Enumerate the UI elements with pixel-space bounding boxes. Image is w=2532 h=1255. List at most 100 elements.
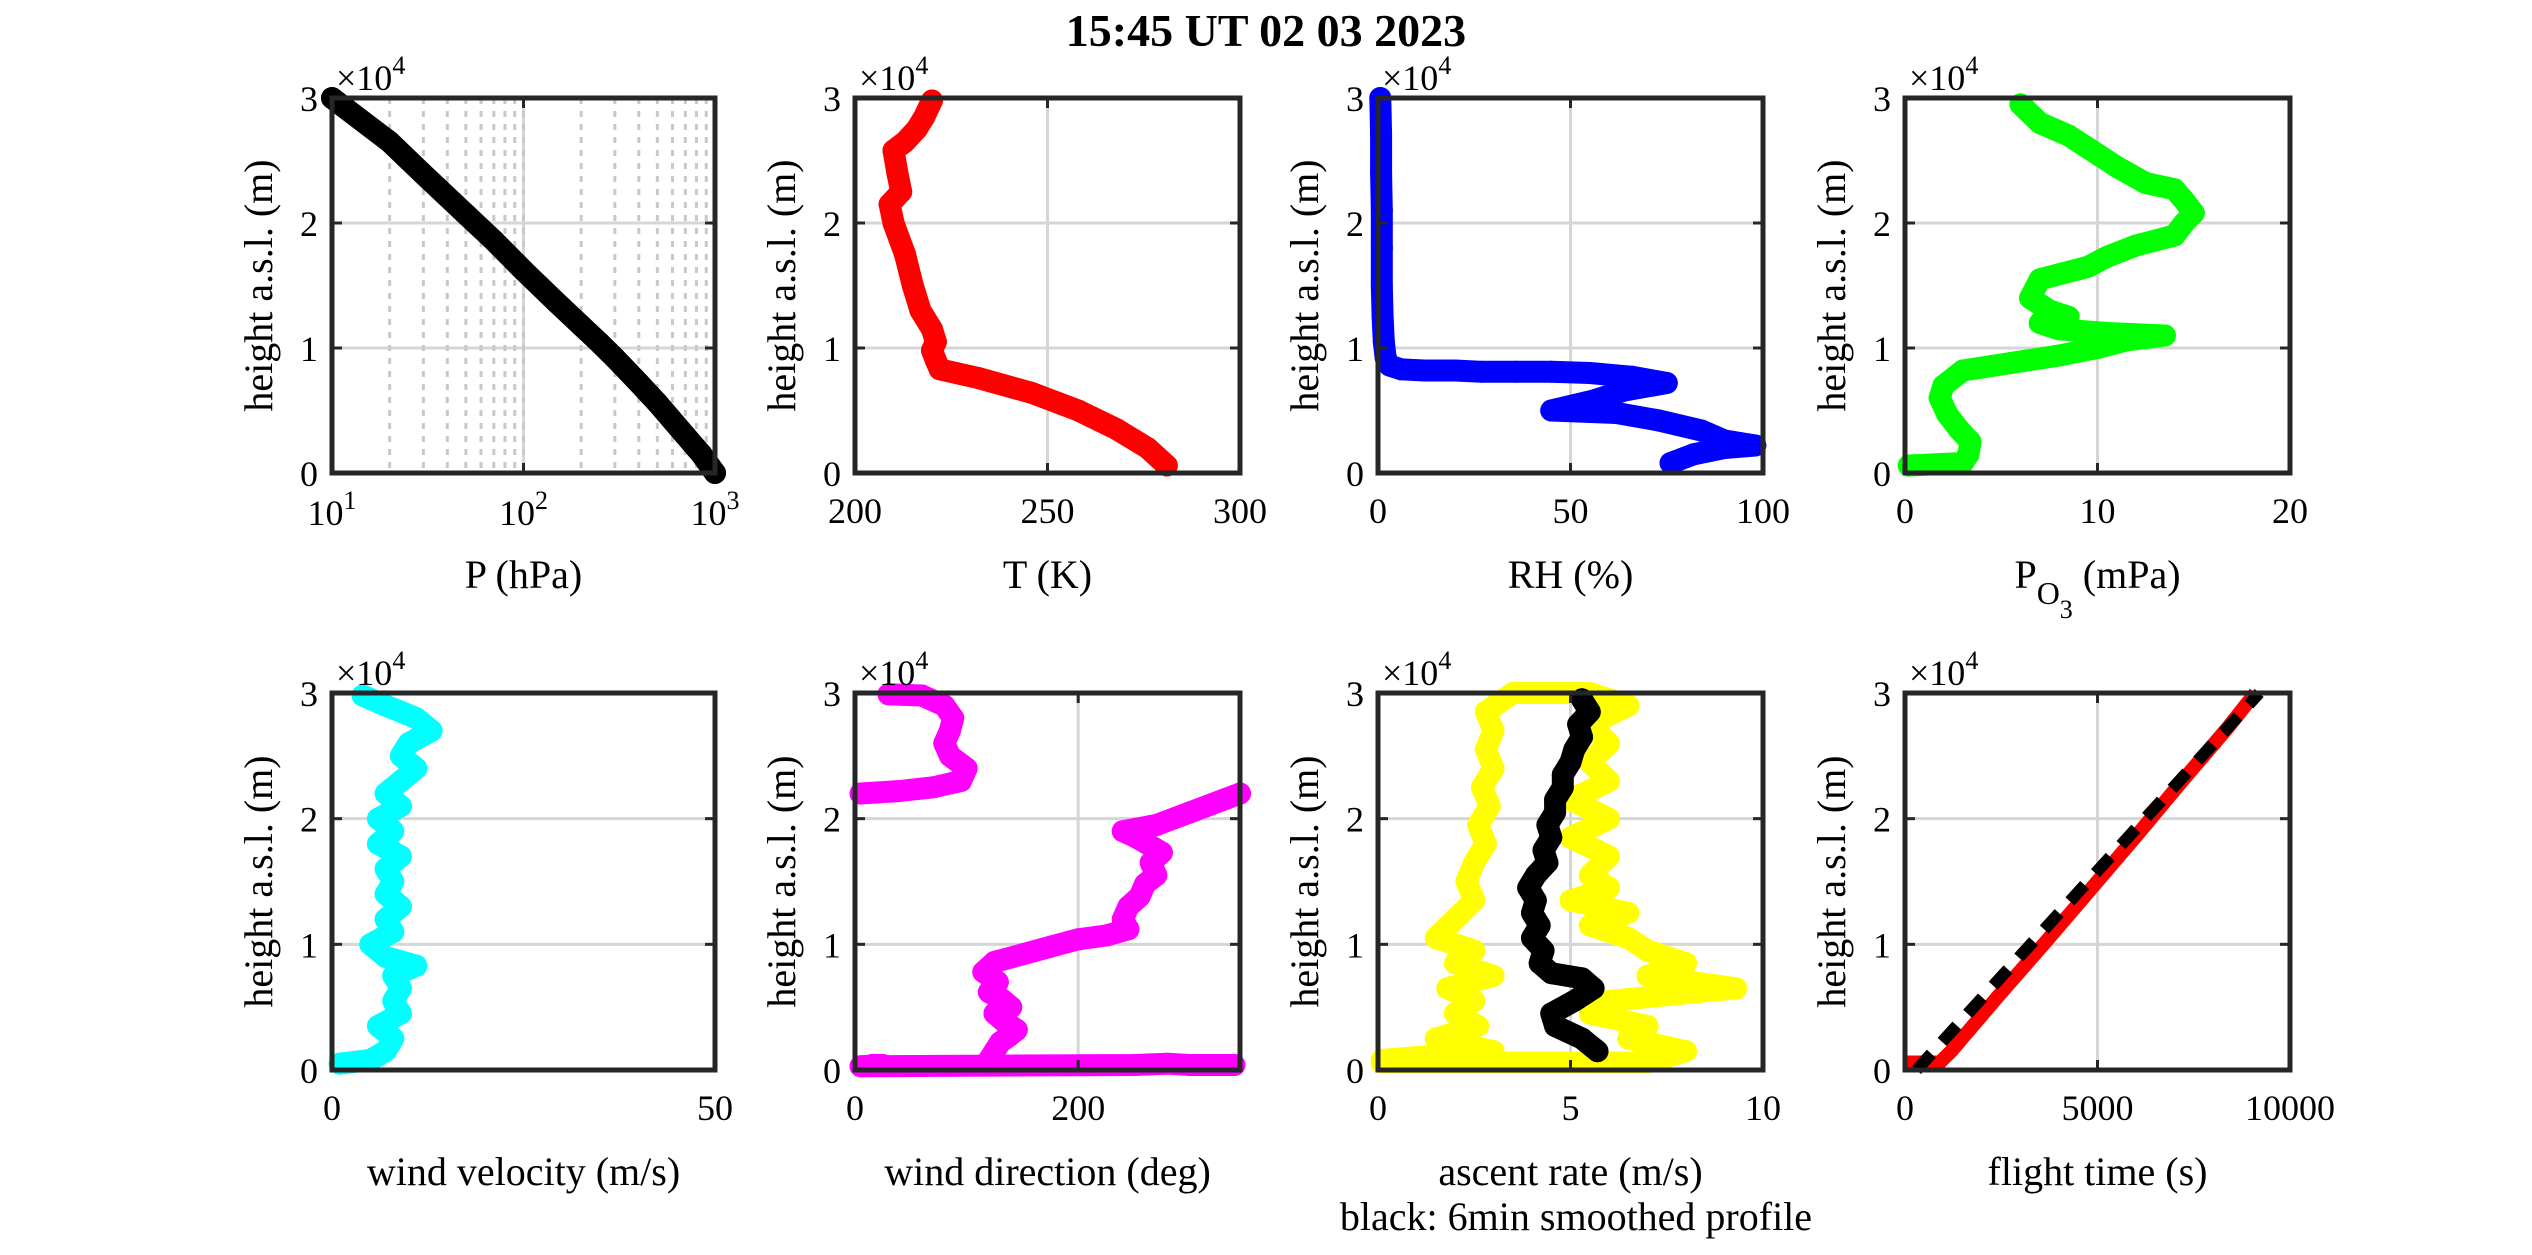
data-point: [2105, 155, 2128, 178]
x-axis-label: P (hPa): [465, 552, 582, 597]
data-point: [967, 367, 990, 389]
ytick-label: 0: [823, 1051, 841, 1091]
data-point: [2153, 324, 2176, 347]
data-point: [1178, 801, 1201, 824]
data-point: [1578, 1002, 1601, 1025]
x-axis-label: wind velocity (m/s): [367, 1149, 680, 1194]
xtick-label: 100: [1736, 491, 1790, 531]
xtick-label: 20: [2272, 491, 2308, 531]
data-point: [570, 314, 593, 337]
ytick-label: 0: [1346, 1051, 1364, 1091]
y-exponent-label: ×104: [859, 646, 928, 693]
data-point: [1932, 374, 1955, 397]
data-point: [1470, 360, 1493, 383]
data-point: [1039, 935, 1062, 958]
data-point: [1598, 876, 1620, 899]
data-point: [1011, 943, 1034, 966]
xtick-label: 5000: [2062, 1088, 2134, 1128]
data-point: [882, 212, 905, 234]
ytick-label: 1: [1873, 925, 1891, 965]
ytick-label: 1: [1873, 329, 1891, 369]
x-axis-label: RH (%): [1508, 552, 1634, 597]
data-point: [1474, 700, 1497, 723]
data-point: [1444, 952, 1466, 975]
data-point: [351, 684, 374, 707]
data-point: [886, 162, 909, 184]
data-point: [1482, 757, 1505, 780]
data-point: [1540, 399, 1563, 422]
data-point: [1370, 199, 1393, 222]
data-point: [2163, 178, 2186, 201]
data-point: [1617, 1027, 1640, 1050]
data-point: [1067, 928, 1090, 951]
data-point: [397, 732, 420, 755]
data-point: [374, 782, 397, 805]
data-point: [389, 895, 412, 918]
data-point: [933, 694, 956, 717]
data-point: [420, 719, 443, 742]
data-point: [389, 795, 412, 818]
data-point: [1122, 1053, 1145, 1076]
data-point: [366, 1015, 389, 1038]
x-axis-label: ascent rate (m/s): [1438, 1149, 1702, 1194]
data-point: [1563, 989, 1586, 1012]
data-point: [2048, 344, 2070, 367]
data-point: [2125, 234, 2147, 257]
axes-box: [329, 690, 718, 1073]
data-point: [2076, 255, 2099, 278]
data-point: [1444, 1002, 1466, 1025]
data-point: [1636, 964, 1659, 987]
ytick-label: 3: [1346, 674, 1364, 714]
data-point: [627, 372, 650, 394]
data-point: [2019, 287, 2042, 309]
y-axis-label: height a.s.l. (m): [759, 159, 804, 411]
data-point: [2028, 112, 2051, 134]
ytick-label: 0: [300, 1051, 318, 1091]
data-point: [901, 274, 924, 297]
x-axis-label: wind direction (deg): [884, 1149, 1211, 1194]
data-point: [1605, 402, 1628, 424]
data-point: [871, 1053, 894, 1076]
figure-title: 15:45 UT 02 03 2023: [1066, 5, 1466, 56]
data-point: [1482, 1040, 1505, 1063]
data-point: [1470, 776, 1493, 799]
data-point: [603, 347, 626, 369]
data-point: [1598, 807, 1620, 830]
y-axis-label: height a.s.l. (m): [1809, 755, 1854, 1007]
data-point: [1690, 419, 1713, 442]
ytick-label: 2: [1873, 204, 1891, 244]
data-point: [894, 243, 917, 266]
data-point: [2134, 172, 2157, 194]
data-point: [1371, 305, 1394, 328]
data-point: [389, 769, 412, 792]
data-point: [482, 229, 505, 252]
x-axis-label: T (K): [1003, 552, 1092, 597]
data-point: [1111, 820, 1134, 843]
data-point: [983, 950, 1006, 973]
data-point: [1586, 1040, 1609, 1063]
ytick-label: 0: [1346, 454, 1364, 494]
series-line-1: [1912, 688, 2264, 1075]
ytick-label: 2: [300, 204, 318, 244]
x-axis-label: flight time (s): [1988, 1149, 2208, 1194]
data-point: [412, 163, 435, 186]
data-point: [359, 933, 382, 956]
ytick-label: 3: [1873, 79, 1891, 119]
data-point: [454, 203, 477, 226]
data-point: [405, 707, 428, 730]
y-exponent-label: ×104: [336, 51, 405, 98]
data-point: [389, 845, 412, 868]
data-point: [382, 1027, 405, 1050]
data-point: [2115, 329, 2138, 352]
axes-box: [852, 690, 1243, 1073]
y-exponent-label: ×104: [859, 51, 928, 98]
data-point: [1370, 237, 1393, 259]
xtick-label: 10: [1745, 1088, 1781, 1128]
data-point: [588, 332, 611, 354]
ytick-label: 1: [823, 925, 841, 965]
xtick-label: 0: [1896, 491, 1914, 531]
data-point: [921, 318, 943, 341]
xtick-label: 0: [323, 1088, 341, 1128]
data-point: [1559, 826, 1582, 849]
data-point: [1578, 864, 1601, 887]
